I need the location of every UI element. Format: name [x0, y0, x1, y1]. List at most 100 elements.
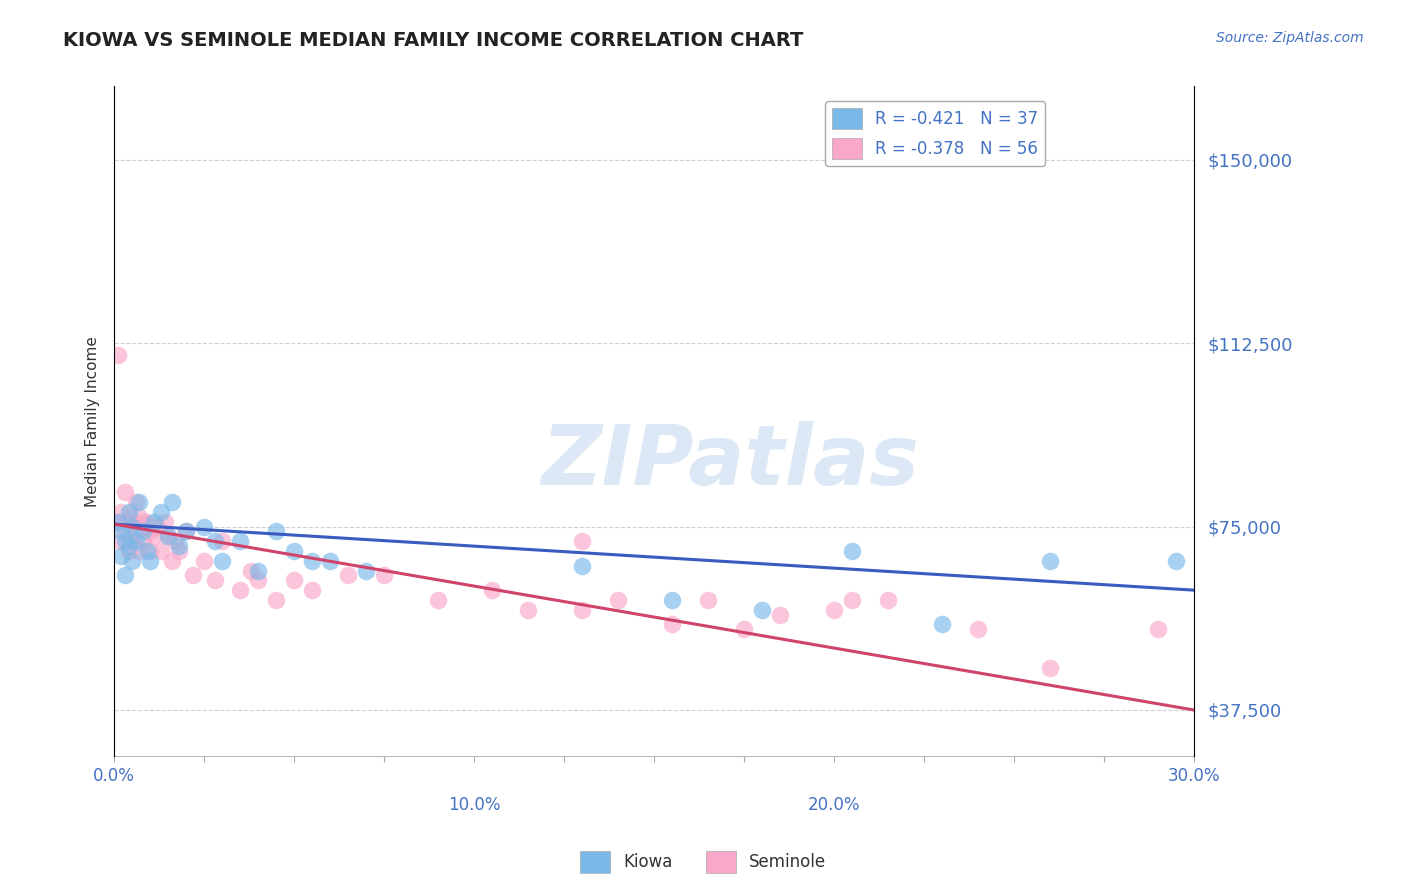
Point: [117, 539, 139, 553]
Point: [139, 554, 162, 568]
Point: [117, 505, 139, 519]
Point: [301, 554, 323, 568]
Point: [142, 515, 165, 529]
Point: [607, 593, 630, 607]
Point: [1164, 554, 1187, 568]
Point: [132, 524, 155, 539]
Point: [121, 519, 143, 533]
Point: [193, 554, 215, 568]
Point: [283, 544, 305, 558]
Point: [135, 515, 157, 529]
Point: [769, 607, 792, 622]
Point: [841, 544, 863, 558]
Point: [117, 509, 139, 524]
Point: [697, 593, 720, 607]
Point: [661, 593, 683, 607]
Point: [967, 622, 990, 636]
Point: [114, 534, 136, 549]
Point: [128, 544, 150, 558]
Point: [247, 564, 270, 578]
Point: [139, 524, 162, 539]
Point: [146, 519, 169, 533]
Point: [128, 509, 150, 524]
Point: [571, 534, 593, 549]
Point: [160, 554, 183, 568]
Point: [132, 515, 155, 529]
Point: [110, 549, 132, 563]
Text: Source: ZipAtlas.com: Source: ZipAtlas.com: [1216, 31, 1364, 45]
Point: [125, 495, 148, 509]
Point: [931, 617, 953, 632]
Point: [167, 539, 190, 553]
Point: [110, 524, 132, 539]
Point: [247, 574, 270, 588]
Point: [283, 574, 305, 588]
Point: [107, 515, 129, 529]
Point: [229, 583, 252, 598]
Point: [517, 603, 540, 617]
Point: [114, 568, 136, 582]
Y-axis label: Median Family Income: Median Family Income: [86, 336, 100, 507]
Point: [751, 603, 773, 617]
Point: [110, 505, 132, 519]
Point: [264, 593, 287, 607]
Point: [149, 505, 172, 519]
Point: [661, 617, 683, 632]
Point: [211, 554, 233, 568]
Point: [877, 593, 900, 607]
Text: 20.0%: 20.0%: [807, 796, 860, 814]
Point: [1039, 661, 1062, 675]
Point: [571, 603, 593, 617]
Point: [823, 603, 845, 617]
Point: [142, 529, 165, 543]
Point: [165, 534, 187, 549]
Point: [167, 544, 190, 558]
Point: [174, 524, 197, 539]
Point: [301, 583, 323, 598]
Point: [121, 534, 143, 549]
Point: [1147, 622, 1170, 636]
Point: [354, 564, 377, 578]
Point: [571, 558, 593, 573]
Point: [373, 568, 395, 582]
Point: [114, 485, 136, 500]
Point: [153, 515, 176, 529]
Point: [229, 534, 252, 549]
Text: ZIPatlas: ZIPatlas: [541, 421, 918, 502]
Point: [204, 574, 226, 588]
Point: [1039, 554, 1062, 568]
Point: [121, 554, 143, 568]
Point: [264, 524, 287, 539]
Point: [117, 544, 139, 558]
Point: [160, 495, 183, 509]
Legend: R = -0.421   N = 37, R = -0.378   N = 56: R = -0.421 N = 37, R = -0.378 N = 56: [825, 102, 1045, 166]
Point: [239, 564, 262, 578]
Point: [733, 622, 755, 636]
Point: [114, 524, 136, 539]
Text: 10.0%: 10.0%: [449, 796, 501, 814]
Point: [135, 544, 157, 558]
Point: [193, 519, 215, 533]
Point: [139, 544, 162, 558]
Point: [211, 534, 233, 549]
Point: [319, 554, 342, 568]
Point: [183, 568, 205, 582]
Point: [125, 534, 148, 549]
Text: KIOWA VS SEMINOLE MEDIAN FAMILY INCOME CORRELATION CHART: KIOWA VS SEMINOLE MEDIAN FAMILY INCOME C…: [63, 31, 804, 50]
Point: [149, 544, 172, 558]
Point: [132, 534, 155, 549]
Point: [174, 524, 197, 539]
Point: [204, 534, 226, 549]
Point: [157, 529, 180, 543]
Point: [128, 495, 150, 509]
Point: [110, 534, 132, 549]
Point: [481, 583, 503, 598]
Point: [157, 529, 180, 543]
Point: [121, 515, 143, 529]
Legend: Kiowa, Seminole: Kiowa, Seminole: [574, 845, 832, 880]
Point: [427, 593, 450, 607]
Point: [337, 568, 360, 582]
Point: [125, 524, 148, 539]
Point: [107, 348, 129, 362]
Point: [841, 593, 863, 607]
